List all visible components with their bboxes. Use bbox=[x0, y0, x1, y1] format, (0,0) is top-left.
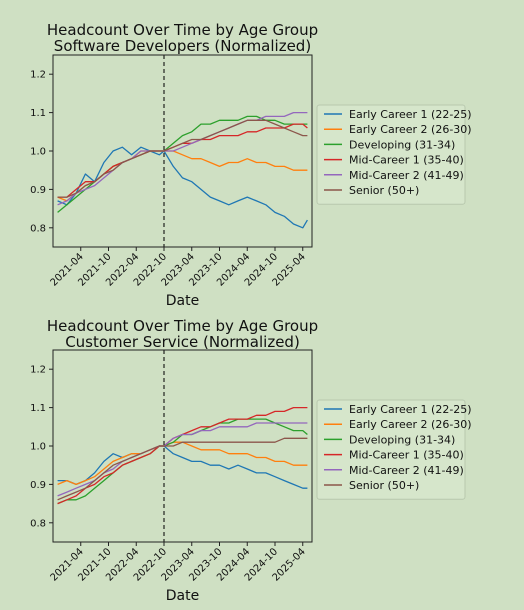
series-line-6 bbox=[57, 437, 308, 501]
legend-label: Mid-Career 1 (35-40) bbox=[349, 154, 464, 167]
plot-area bbox=[53, 350, 312, 542]
plot-area bbox=[53, 55, 312, 247]
y-tick-label: 1.0 bbox=[30, 442, 46, 453]
legend: Early Career 1 (22-25) Early Career 2 (26… bbox=[316, 399, 472, 500]
y-tick-label: 0.8 bbox=[30, 518, 46, 529]
legend-label: Mid-Career 1 (35-40) bbox=[349, 449, 464, 462]
legend-label: Senior (50+) bbox=[349, 479, 419, 492]
chart-title: Headcount Over Time by Age Group bbox=[47, 317, 318, 335]
series-group bbox=[57, 111, 308, 229]
legend: Early Career 1 (22-25) Early Career 2 (26… bbox=[316, 104, 472, 205]
legend-box bbox=[316, 104, 466, 205]
chart-title: Headcount Over Time by Age Group bbox=[47, 21, 318, 39]
legend-label: Mid-Career 2 (41-49) bbox=[349, 169, 464, 182]
series-line-5 bbox=[57, 111, 308, 206]
series-line-6 bbox=[57, 119, 308, 198]
y-tick-label: 1.1 bbox=[30, 403, 46, 414]
legend-label: Mid-Career 2 (41-49) bbox=[349, 464, 464, 477]
series-line-1 bbox=[57, 445, 308, 489]
y-tick-label: 1.2 bbox=[30, 70, 46, 81]
chart-subtitle: Customer Service (Normalized) bbox=[65, 333, 300, 351]
legend-label: Developing (31-34) bbox=[349, 433, 455, 446]
chart-panel-2: Headcount Over Time by Age GroupCustomer… bbox=[30, 317, 471, 604]
legend-label: Early Career 2 (26-30) bbox=[349, 123, 472, 136]
y-tick-label: 0.9 bbox=[30, 480, 46, 491]
legend-label: Early Career 2 (26-30) bbox=[349, 418, 472, 431]
legend-label: Early Career 1 (22-25) bbox=[349, 403, 472, 416]
y-tick-label: 1.1 bbox=[30, 108, 46, 119]
y-tick-label: 0.9 bbox=[30, 185, 46, 196]
y-tick-label: 1.0 bbox=[30, 147, 46, 158]
chart-panel-1: Headcount Over Time by Age GroupSoftware… bbox=[30, 21, 471, 309]
legend-box bbox=[316, 399, 466, 500]
legend-label: Early Career 1 (22-25) bbox=[349, 108, 472, 121]
x-axis-label: Date bbox=[166, 588, 199, 604]
y-tick-label: 1.2 bbox=[30, 365, 46, 376]
legend-label: Senior (50+) bbox=[349, 184, 419, 197]
x-axis-label: Date bbox=[166, 293, 199, 309]
y-tick-label: 0.8 bbox=[30, 223, 46, 234]
legend-label: Developing (31-34) bbox=[349, 138, 455, 151]
series-line-1 bbox=[57, 146, 308, 229]
series-group bbox=[57, 406, 308, 505]
chart-subtitle: Software Developers (Normalized) bbox=[54, 37, 311, 55]
